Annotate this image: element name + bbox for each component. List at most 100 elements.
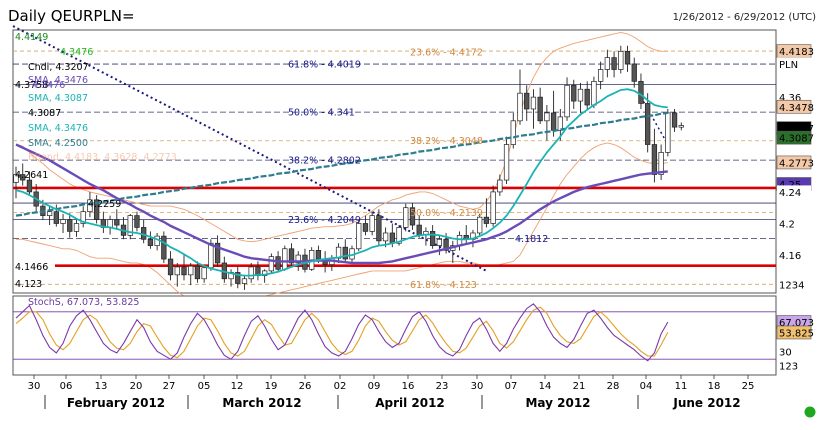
price-label-bg xyxy=(776,155,812,170)
candle xyxy=(584,88,590,106)
fib-label: 61.8% - 4.4019 xyxy=(288,60,361,71)
candle xyxy=(490,191,496,224)
candle xyxy=(382,232,389,242)
fib-label: 38.2% - 4.3048 xyxy=(410,136,483,147)
x-tick-label: 28 xyxy=(607,381,620,392)
candle xyxy=(201,267,207,280)
fib-label: 50.0% - 4.2139 xyxy=(410,208,483,219)
status-dot xyxy=(804,406,816,418)
candle xyxy=(530,96,537,110)
candle xyxy=(429,231,436,246)
candle xyxy=(376,215,382,242)
candle xyxy=(436,238,443,246)
candle xyxy=(618,50,624,70)
candle xyxy=(114,219,120,226)
candle xyxy=(624,50,631,65)
candle xyxy=(651,144,658,175)
candle xyxy=(510,120,516,145)
candle xyxy=(288,248,295,264)
x-axis: 30 06 13 20 27 05 12 19 26 02 09 16 23 30 07 14 21 28 04 11… xyxy=(28,375,755,410)
month-label: February 2012 xyxy=(67,396,165,410)
chart-title: Daily QEURPLN= xyxy=(8,7,135,25)
legend-entry: Cndl, 4.3207 xyxy=(28,62,89,73)
candle xyxy=(46,211,53,216)
candle xyxy=(20,174,26,181)
fib-label: 38.2% - 4.2802 xyxy=(288,156,361,167)
candle xyxy=(557,116,563,131)
candle xyxy=(282,248,288,270)
price-pane: 23.6% - 4.4172 61.8% - 4.4019 50.0% - 4.34… xyxy=(12,25,814,307)
candle xyxy=(80,211,86,224)
price-label: PLN xyxy=(779,60,798,71)
legend-entry: 4.3087 xyxy=(28,108,61,119)
candle xyxy=(537,96,543,122)
candle xyxy=(369,215,375,232)
candle xyxy=(544,112,550,122)
stoch-label: 67.073 xyxy=(779,318,814,329)
candle xyxy=(134,215,140,228)
x-tick-label: 19 xyxy=(265,381,278,392)
x-tick-label: 18 xyxy=(708,381,721,392)
x-tick-label: 11 xyxy=(675,381,688,392)
candle xyxy=(571,84,577,102)
candle xyxy=(248,266,254,280)
candle xyxy=(315,250,322,260)
candle xyxy=(638,80,644,104)
candle xyxy=(208,242,214,269)
stoch-title: StochS, 67.073, 53.825 xyxy=(28,297,139,308)
legend-entry: BBand, 4.4183, 4.3628, 4.2773 xyxy=(28,152,177,163)
candle xyxy=(396,227,402,244)
price-label: 4.2773 xyxy=(779,158,814,169)
price-label-bg xyxy=(777,216,811,230)
candle xyxy=(497,179,503,193)
x-tick-label: 30 xyxy=(471,381,484,392)
candle xyxy=(550,112,557,131)
trend-line-2 xyxy=(640,96,669,145)
candle xyxy=(26,179,33,193)
x-tick-label: 26 xyxy=(299,381,312,392)
candle xyxy=(93,199,100,220)
price-label: 4.4183 xyxy=(779,47,814,58)
candle xyxy=(362,223,369,232)
price-label-bg xyxy=(776,99,812,114)
candle xyxy=(503,144,510,181)
bollinger-upper-line xyxy=(15,31,668,243)
bollinger-lower-line xyxy=(16,142,668,307)
candle xyxy=(161,235,167,260)
x-tick-label: 20 xyxy=(130,381,143,392)
candle xyxy=(356,223,362,250)
x-tick-label: 25 xyxy=(742,381,755,392)
month-label: March 2012 xyxy=(222,396,301,410)
month-label: June 2012 xyxy=(672,396,740,410)
stoch-label-bg xyxy=(776,325,812,340)
sma-fast-line xyxy=(15,88,668,277)
price-label-bg xyxy=(777,277,811,291)
candle xyxy=(403,207,409,228)
date-range: 1/26/2012 - 6/29/2012 (UTC) xyxy=(673,12,816,23)
candle xyxy=(295,254,301,264)
price-label: 4.36 xyxy=(779,93,801,104)
legend-entry: 4.1466 xyxy=(15,262,48,273)
stoch-k-line xyxy=(15,303,669,362)
candle xyxy=(268,256,275,272)
price-label: 4.2 xyxy=(779,219,795,230)
x-tick-label: 05 xyxy=(198,381,211,392)
candle xyxy=(524,92,530,110)
candle xyxy=(409,207,416,226)
x-tick-label: 12 xyxy=(231,381,244,392)
candle xyxy=(483,216,490,224)
x-tick-label: 27 xyxy=(163,381,176,392)
month-label: April 2012 xyxy=(375,396,445,410)
price-label: 4.16 xyxy=(779,251,801,262)
legend-entry: SMA, 4.3476 xyxy=(28,123,88,134)
candle xyxy=(13,174,19,183)
stoch-label: 30 xyxy=(779,347,792,358)
candle xyxy=(60,219,66,224)
fib-label: 50.0% - 4.341 xyxy=(288,108,355,119)
candle xyxy=(107,219,113,228)
legend-entry: 4.123 xyxy=(15,279,42,290)
price-label-bg xyxy=(776,130,812,145)
candle xyxy=(235,272,241,284)
